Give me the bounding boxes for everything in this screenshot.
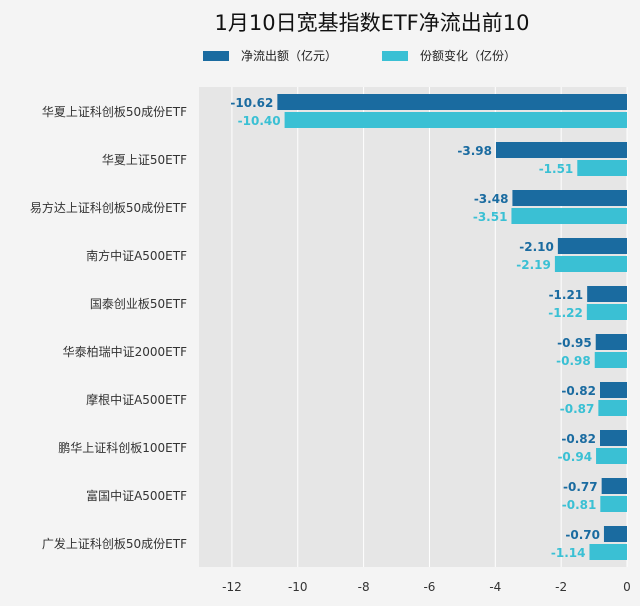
plot-background [199,87,627,567]
data-label-share-0: -10.40 [238,114,281,128]
category-labels: 华夏上证科创板50成份ETF 华夏上证50ETF 易方达上证科创板50成份ETF 南方… [30,105,187,551]
category-label-0: 华夏上证科创板50成份ETF [42,105,187,119]
bar-netflow-1 [495,142,627,158]
x-tick-label-5: -2 [555,580,567,594]
data-label-netflow-1: -3.98 [457,144,492,158]
legend: 净流出额（亿元） 份额变化（亿份） [203,48,516,63]
bar-share-9 [589,544,627,560]
data-label-netflow-4: -1.21 [549,288,584,302]
category-label-1: 华夏上证50ETF [102,153,187,167]
data-label-share-2: -3.51 [473,210,508,224]
data-label-netflow-7: -0.82 [561,432,596,446]
category-label-3: 南方中证A500ETF [86,248,187,263]
bar-share-0 [284,112,627,128]
bar-netflow-6 [600,382,627,398]
data-label-share-4: -1.22 [548,306,583,320]
category-label-2: 易方达上证科创板50成份ETF [30,200,187,215]
data-label-share-6: -0.87 [560,402,595,416]
data-label-share-8: -0.81 [562,498,597,512]
data-label-netflow-8: -0.77 [563,480,598,494]
x-tick-label-0: -12 [222,580,242,594]
data-label-netflow-2: -3.48 [474,192,509,206]
chart-title: 1月10日宽基指数ETF净流出前10 [215,11,530,35]
bar-share-6 [598,400,627,416]
x-tick-label-4: -4 [489,580,501,594]
category-label-9: 广发上证科创板50成份ETF [42,536,187,551]
bar-share-4 [586,304,627,320]
data-label-netflow-5: -0.95 [557,336,592,350]
bar-netflow-0 [277,94,627,110]
x-tick-label-2: -8 [358,580,370,594]
bar-netflow-2 [512,190,627,206]
data-label-share-1: -1.51 [539,162,574,176]
bar-share-7 [596,448,627,464]
bar-share-8 [600,496,627,512]
bar-share-5 [594,352,627,368]
data-label-netflow-0: -10.62 [230,96,273,110]
bars: -10.62 -10.40 -3.98 -1.51 -3.48 -3.51 -2.10 -2.… [230,94,627,560]
legend-swatch-1 [382,51,408,61]
category-label-4: 国泰创业板50ETF [90,297,187,311]
data-label-share-5: -0.98 [556,354,591,368]
category-label-7: 鹏华上证科创板100ETF [58,441,187,455]
legend-label-1: 份额变化（亿份） [420,48,516,63]
bar-netflow-3 [557,238,627,254]
bar-netflow-9 [603,526,627,542]
x-tick-label-1: -10 [288,580,308,594]
bar-netflow-5 [595,334,627,350]
data-label-netflow-3: -2.10 [519,240,554,254]
category-label-5: 华泰柏瑞中证2000ETF [63,344,187,359]
bar-netflow-4 [587,286,627,302]
x-tick-label-6: 0 [623,580,631,594]
data-label-netflow-6: -0.82 [561,384,596,398]
bar-netflow-8 [601,478,627,494]
data-label-share-3: -2.19 [516,258,551,272]
bar-share-3 [554,256,627,272]
bar-share-2 [511,208,627,224]
x-axis-ticks: -12 -10 -8 -6 -4 -2 0 [222,580,631,594]
bar-share-1 [577,160,627,176]
bar-netflow-7 [600,430,627,446]
data-label-netflow-9: -0.70 [565,528,600,542]
legend-swatch-0 [203,51,229,61]
category-label-8: 富国中证A500ETF [86,488,187,503]
legend-label-0: 净流出额（亿元） [241,48,337,63]
data-label-share-9: -1.14 [551,546,586,560]
x-tick-label-3: -6 [423,580,435,594]
data-label-share-7: -0.94 [557,450,592,464]
category-label-6: 摩根中证A500ETF [86,392,187,407]
